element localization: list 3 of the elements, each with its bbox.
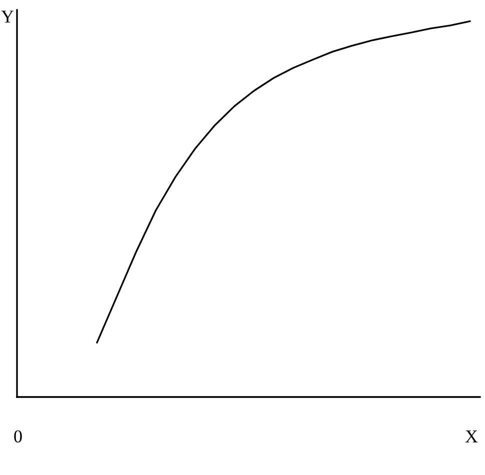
y-axis-title: Y bbox=[1, 10, 14, 23]
text: 0 bbox=[14, 430, 22, 443]
x-axis-title: X bbox=[465, 430, 478, 442]
